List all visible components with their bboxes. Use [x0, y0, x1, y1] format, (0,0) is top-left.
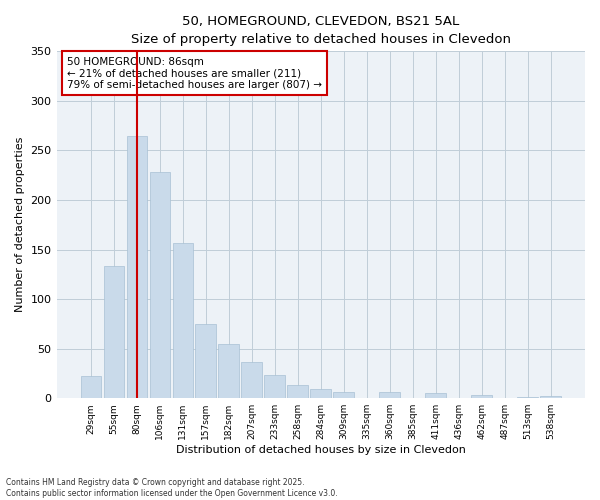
Y-axis label: Number of detached properties: Number of detached properties — [15, 137, 25, 312]
Bar — [196, 324, 216, 398]
Text: 50 HOMEGROUND: 86sqm
← 21% of detached houses are smaller (211)
79% of semi-deta: 50 HOMEGROUND: 86sqm ← 21% of detached h… — [67, 56, 322, 90]
Bar — [334, 392, 354, 398]
Bar — [127, 136, 147, 398]
Bar — [472, 395, 492, 398]
Bar — [80, 376, 101, 398]
Bar — [241, 362, 262, 398]
Bar — [425, 394, 446, 398]
Title: 50, HOMEGROUND, CLEVEDON, BS21 5AL
Size of property relative to detached houses : 50, HOMEGROUND, CLEVEDON, BS21 5AL Size … — [131, 15, 511, 46]
Bar — [173, 242, 193, 398]
Text: Contains HM Land Registry data © Crown copyright and database right 2025.
Contai: Contains HM Land Registry data © Crown c… — [6, 478, 338, 498]
Bar — [287, 386, 308, 398]
Bar — [218, 344, 239, 398]
X-axis label: Distribution of detached houses by size in Clevedon: Distribution of detached houses by size … — [176, 445, 466, 455]
Bar — [379, 392, 400, 398]
Bar — [149, 172, 170, 398]
Bar — [104, 266, 124, 398]
Bar — [265, 376, 285, 398]
Bar — [540, 396, 561, 398]
Bar — [310, 390, 331, 398]
Bar — [517, 397, 538, 398]
